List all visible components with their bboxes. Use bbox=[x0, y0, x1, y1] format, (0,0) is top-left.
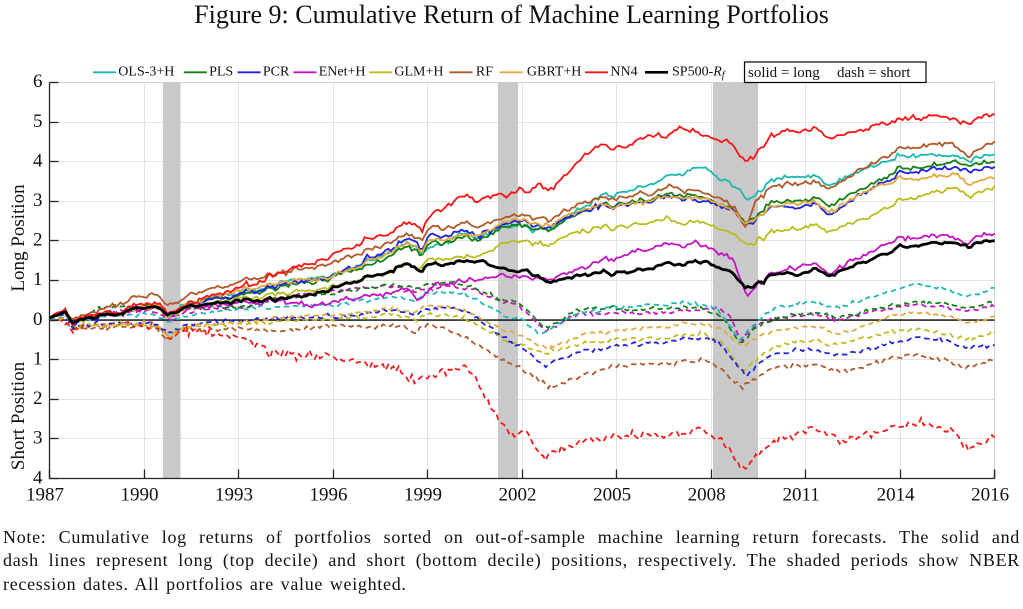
svg-text:dash = short: dash = short bbox=[837, 65, 911, 81]
svg-text:4: 4 bbox=[33, 467, 43, 488]
svg-text:2002: 2002 bbox=[499, 485, 537, 506]
svg-text:NN4: NN4 bbox=[610, 65, 637, 80]
svg-text:1999: 1999 bbox=[404, 485, 442, 506]
svg-text:1990: 1990 bbox=[121, 485, 159, 506]
svg-text:OLS-3+H: OLS-3+H bbox=[118, 65, 174, 80]
svg-text:ENet+H: ENet+H bbox=[319, 65, 366, 80]
svg-text:3: 3 bbox=[33, 428, 43, 449]
svg-text:1: 1 bbox=[33, 269, 43, 290]
svg-text:0: 0 bbox=[33, 309, 43, 330]
svg-text:GLM+H: GLM+H bbox=[394, 65, 443, 80]
svg-text:1987: 1987 bbox=[26, 485, 64, 506]
svg-text:SP500-Rf: SP500-Rf bbox=[672, 65, 727, 82]
svg-text:6: 6 bbox=[33, 71, 43, 92]
svg-text:PCR: PCR bbox=[263, 65, 290, 80]
svg-text:2016: 2016 bbox=[971, 485, 1009, 506]
svg-text:2: 2 bbox=[33, 230, 43, 251]
svg-text:1996: 1996 bbox=[310, 485, 348, 506]
svg-text:2005: 2005 bbox=[593, 485, 631, 506]
svg-text:5: 5 bbox=[33, 111, 43, 132]
svg-text:2011: 2011 bbox=[782, 485, 819, 506]
svg-text:RF: RF bbox=[476, 65, 493, 80]
svg-text:Long Position: Long Position bbox=[8, 184, 29, 292]
svg-text:2014: 2014 bbox=[877, 485, 916, 506]
svg-text:1993: 1993 bbox=[215, 485, 253, 506]
svg-text:4: 4 bbox=[33, 150, 43, 171]
svg-text:solid = long: solid = long bbox=[748, 65, 820, 81]
svg-text:3: 3 bbox=[33, 190, 43, 211]
svg-text:2008: 2008 bbox=[688, 485, 726, 506]
svg-text:Short Position: Short Position bbox=[8, 361, 29, 470]
svg-text:2: 2 bbox=[33, 388, 43, 409]
svg-text:PLS: PLS bbox=[209, 65, 233, 80]
svg-text:1: 1 bbox=[33, 349, 43, 370]
svg-text:GBRT+H: GBRT+H bbox=[527, 65, 582, 80]
